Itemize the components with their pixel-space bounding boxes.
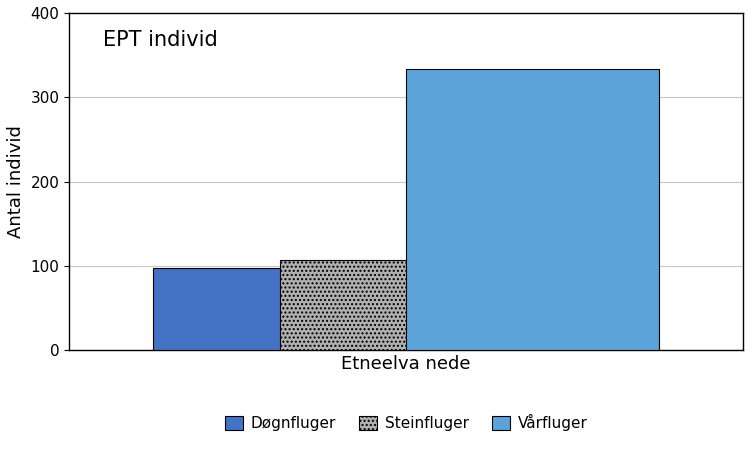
Text: EPT individ: EPT individ xyxy=(103,30,218,50)
Bar xyxy=(280,260,532,350)
Bar xyxy=(406,69,658,350)
Bar xyxy=(154,269,407,350)
Legend: Døgnfluger, Steinfluger, Vårfluger: Døgnfluger, Steinfluger, Vårfluger xyxy=(218,408,594,437)
Y-axis label: Antal individ: Antal individ xyxy=(7,125,25,238)
